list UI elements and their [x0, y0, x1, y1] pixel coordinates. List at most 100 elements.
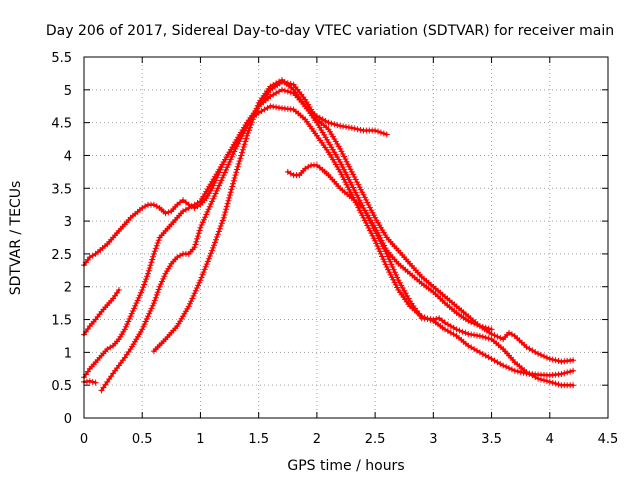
data-point-marker [192, 241, 199, 248]
data-point-marker [150, 253, 156, 260]
data-point-marker [462, 329, 469, 336]
data-point-marker [219, 217, 226, 224]
data-point-marker [328, 120, 335, 127]
data-point-marker [354, 126, 361, 133]
data-point-marker [520, 369, 527, 376]
data-point-marker [334, 122, 341, 129]
data-point-marker [244, 132, 250, 139]
data-point-marker [205, 255, 212, 262]
data-series [81, 77, 577, 394]
data-point-marker [388, 261, 395, 268]
data-point-marker [233, 169, 240, 176]
data-point-marker [399, 285, 406, 291]
data-point-marker [546, 378, 553, 385]
data-point-marker [347, 166, 354, 173]
data-point-marker [325, 119, 332, 126]
data-point-marker [252, 108, 259, 115]
y-tick-label: 2 [64, 281, 72, 296]
data-point-marker [377, 250, 384, 257]
data-point-marker [503, 363, 510, 370]
data-point-marker [153, 242, 160, 249]
data-point-marker [375, 245, 382, 252]
data-point-marker [135, 294, 142, 301]
data-point-marker [337, 159, 344, 165]
data-point-marker [227, 156, 234, 163]
data-point-marker [393, 271, 400, 278]
data-point-marker [139, 287, 146, 293]
data-point-marker [204, 258, 211, 265]
data-point-marker [381, 258, 388, 265]
data-point-marker [235, 160, 242, 167]
data-point-marker [207, 201, 214, 207]
data-point-marker [220, 172, 227, 179]
data-point-marker [148, 259, 155, 266]
x-tick-label: 0.5 [132, 432, 153, 447]
data-point-marker [190, 292, 197, 299]
x-tick-label: 3.5 [481, 432, 502, 447]
data-point-marker [350, 184, 357, 191]
data-point-marker [351, 125, 358, 132]
data-point-marker [212, 239, 218, 246]
data-point-marker [552, 357, 559, 364]
data-point-marker [500, 362, 507, 369]
data-point-marker [386, 256, 393, 263]
data-point-marker [243, 135, 250, 142]
data-point-marker [146, 265, 153, 271]
data-point-marker [222, 209, 229, 216]
data-point-marker [145, 267, 152, 274]
data-point-marker [229, 183, 236, 190]
series-track-f [284, 162, 495, 333]
data-point-marker [155, 237, 162, 244]
data-point-marker [149, 256, 156, 263]
x-tick-label: 2 [313, 432, 321, 447]
data-point-marker [541, 353, 547, 360]
data-point-marker [209, 198, 216, 205]
data-point-marker [191, 244, 198, 251]
data-point-marker [363, 219, 370, 226]
data-point-marker [140, 323, 147, 330]
axis-ticks: 0 0.5 1 1.5 2 2.5 3 3.5 4 4.5 0 0.5 1 1.5 2 2.5 3 3.5 4 4.5… [51, 51, 618, 447]
data-point-marker [230, 180, 236, 187]
chart-title: Day 206 of 2017, Sidereal Day-to-day VTE… [46, 23, 614, 39]
data-point-marker [188, 298, 195, 305]
data-point-marker [149, 302, 156, 309]
data-point-marker [228, 153, 235, 160]
y-axis-label: SDTVAR / TECUs [8, 181, 24, 296]
data-point-marker [388, 274, 395, 281]
data-point-marker [221, 169, 228, 176]
data-point-marker [339, 164, 346, 171]
data-point-marker [372, 237, 379, 244]
y-tick-label: 0 [64, 412, 72, 427]
data-point-marker [214, 231, 221, 238]
data-point-marker [146, 310, 153, 317]
data-point-marker [514, 368, 521, 375]
data-point-marker [210, 195, 217, 202]
data-point-marker [150, 300, 157, 307]
data-point-marker [508, 366, 515, 373]
y-tick-label: 5 [64, 84, 72, 99]
data-point-marker [549, 379, 556, 386]
data-point-marker [160, 275, 167, 282]
data-point-marker [471, 320, 478, 327]
data-point-marker [355, 181, 362, 188]
x-tick-label: 4.5 [598, 432, 619, 447]
data-point-marker [342, 169, 349, 176]
data-point-marker [549, 356, 556, 363]
data-point-marker [341, 176, 348, 183]
data-point-marker [389, 264, 396, 270]
data-point-marker [148, 305, 155, 312]
data-point-marker [488, 326, 495, 333]
data-point-marker [147, 262, 154, 269]
data-point-marker [386, 269, 393, 276]
data-point-marker [127, 313, 134, 320]
data-point-marker [363, 196, 370, 203]
data-point-marker [284, 88, 291, 95]
data-point-marker [125, 318, 132, 325]
data-point-marker [250, 113, 257, 120]
data-point-marker [156, 283, 163, 290]
data-point-marker [380, 130, 387, 137]
y-tick-label: 3.5 [51, 182, 72, 197]
data-point-marker [199, 219, 206, 226]
data-point-marker [558, 371, 565, 377]
data-point-marker [248, 119, 255, 126]
